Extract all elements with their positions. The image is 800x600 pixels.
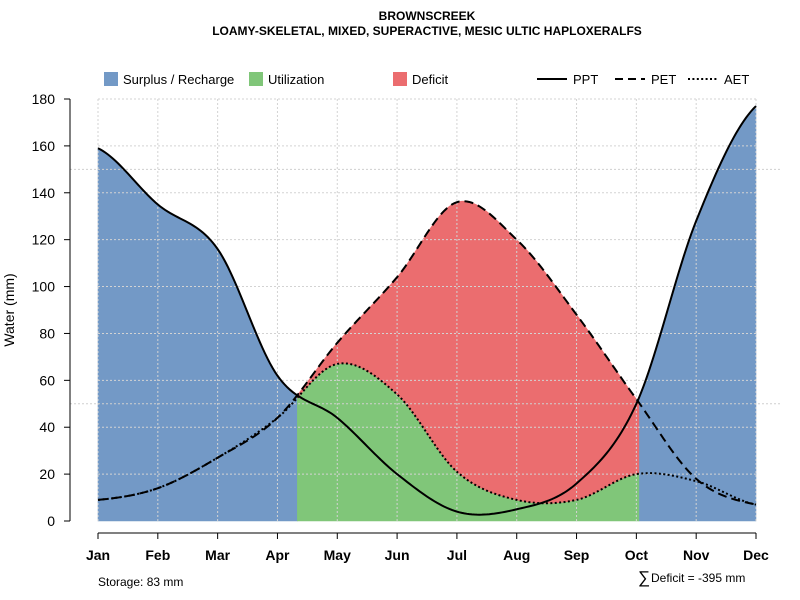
y-tick-label: 60 [39, 372, 55, 388]
y-tick-label: 160 [32, 138, 56, 154]
legend-swatch-deficit [393, 72, 407, 86]
legend: Surplus / Recharge Utilization Deficit PPT P… [104, 72, 749, 87]
chart-subtitle: LOAMY-SKELETAL, MIXED, SUPERACTIVE, MESI… [212, 24, 642, 38]
y-tick-label: 80 [39, 325, 55, 341]
x-tick-label-nov: Nov [683, 547, 710, 563]
y-tick-label: 0 [47, 513, 55, 529]
x-tick-label-mar: Mar [205, 547, 230, 563]
deficit-sum-symbol: ∑ [638, 568, 650, 587]
series-line-ppt [97, 105, 757, 516]
x-tick-label-jan: Jan [86, 547, 110, 563]
series-line-pet [97, 200, 757, 506]
legend-swatch-utilization [249, 72, 263, 86]
y-tick-label: 140 [32, 185, 56, 201]
x-tick-label-sep: Sep [564, 547, 590, 563]
y-tick-label: 120 [32, 232, 56, 248]
grid-layer [70, 98, 782, 521]
y-tick-label: 40 [39, 419, 55, 435]
x-tick-label-apr: Apr [265, 547, 290, 563]
x-tick-label-may: May [324, 547, 351, 563]
surplus-area [638, 105, 757, 522]
legend-label-pet: PET [651, 72, 676, 87]
y-tick-label: 100 [32, 279, 56, 295]
legend-label-deficit: Deficit [412, 72, 449, 87]
x-tick-label-oct: Oct [625, 547, 649, 563]
x-tick-label-feb: Feb [145, 547, 170, 563]
x-tick-label-jul: Jul [447, 547, 467, 563]
y-tick-label: 180 [32, 91, 56, 107]
series-layer [97, 105, 757, 516]
surplus-area [97, 147, 298, 522]
y-tick-label: 20 [39, 466, 55, 482]
axes-layer: 0 20 40 60 80 100 120 140 160 180 Jan Feb Mar Apr May J… [32, 91, 769, 563]
storage-note: Storage: 83 mm [98, 575, 183, 589]
legend-label-utilization: Utilization [268, 72, 324, 87]
area-layer [97, 105, 757, 522]
chart-title: BROWNSCREEK [379, 9, 476, 23]
legend-label-aet: AET [724, 72, 749, 87]
x-tick-label-dec: Dec [743, 547, 769, 563]
plot-area: 0 20 40 60 80 100 120 140 160 180 Jan Feb Mar Apr May J… [32, 91, 782, 563]
deficit-note: Deficit = -395 mm [651, 571, 745, 585]
y-axis-label: Water (mm) [1, 273, 17, 346]
x-tick-label-jun: Jun [385, 547, 410, 563]
legend-label-ppt: PPT [573, 72, 598, 87]
x-tick-label-aug: Aug [503, 547, 530, 563]
series-line-aet [97, 362, 757, 506]
legend-swatch-surplus-recharge [104, 72, 118, 86]
legend-label-surplus-recharge: Surplus / Recharge [123, 72, 234, 87]
